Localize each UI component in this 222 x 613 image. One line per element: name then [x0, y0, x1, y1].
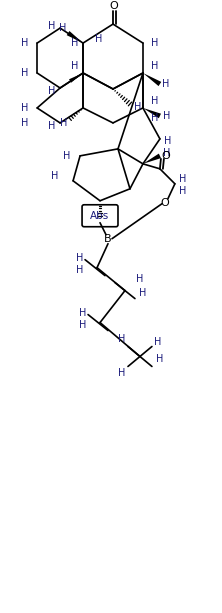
Text: H: H — [63, 151, 71, 161]
Text: H: H — [151, 113, 159, 123]
Text: H: H — [118, 368, 126, 378]
Text: H: H — [179, 186, 186, 196]
Text: H: H — [22, 38, 29, 48]
Text: H: H — [71, 61, 79, 71]
FancyBboxPatch shape — [82, 205, 118, 227]
Text: H: H — [48, 86, 56, 96]
Text: H: H — [163, 148, 170, 158]
Text: H: H — [156, 354, 164, 365]
Text: O: O — [110, 1, 118, 11]
Polygon shape — [143, 108, 161, 118]
Text: O: O — [162, 151, 170, 161]
Polygon shape — [69, 73, 83, 83]
Text: H: H — [164, 136, 172, 146]
Text: H: H — [95, 34, 103, 44]
Text: Abs: Abs — [90, 211, 110, 221]
Text: H: H — [154, 337, 162, 346]
Text: H: H — [79, 319, 87, 330]
Polygon shape — [143, 154, 161, 164]
Text: H: H — [163, 111, 170, 121]
Text: H: H — [139, 287, 147, 297]
Text: H: H — [22, 103, 29, 113]
Text: H: H — [151, 38, 159, 48]
Text: O: O — [161, 198, 169, 208]
Polygon shape — [143, 73, 161, 86]
Text: B: B — [104, 234, 112, 244]
Text: H: H — [22, 118, 29, 128]
Text: H: H — [52, 171, 59, 181]
Text: H: H — [59, 23, 67, 33]
Text: H: H — [48, 21, 56, 31]
Text: H: H — [76, 265, 84, 275]
Text: H: H — [22, 68, 29, 78]
Text: H: H — [134, 102, 142, 112]
Polygon shape — [67, 31, 83, 43]
Text: H: H — [179, 174, 186, 184]
Text: H: H — [151, 96, 159, 106]
Text: H: H — [76, 253, 84, 262]
Text: H: H — [118, 333, 126, 343]
Text: H: H — [136, 273, 144, 284]
Text: H: H — [60, 118, 68, 128]
Text: H: H — [162, 79, 170, 89]
Text: H: H — [48, 121, 56, 131]
Text: H: H — [71, 38, 79, 48]
Text: H: H — [151, 61, 159, 71]
Text: H: H — [79, 308, 87, 318]
